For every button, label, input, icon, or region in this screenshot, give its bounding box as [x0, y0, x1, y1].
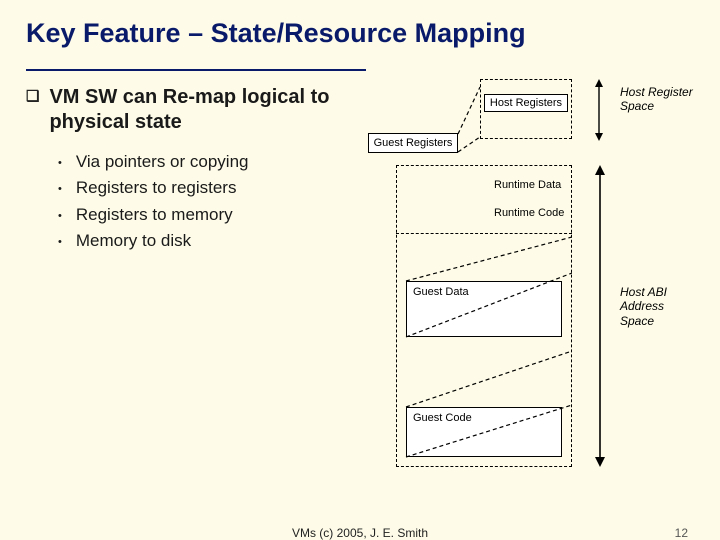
- list-item: • Registers to memory: [58, 202, 356, 228]
- sub-bullet-text: Via pointers or copying: [76, 149, 249, 175]
- copyright-text: VMs (c) 2005, J. E. Smith: [292, 526, 428, 540]
- sub-bullet-list: • Via pointers or copying • Registers to…: [58, 149, 356, 254]
- slide-title: Key Feature – State/Resource Mapping: [26, 18, 694, 59]
- dot-bullet-icon: •: [58, 155, 62, 172]
- runtime-code-label: Runtime Code: [494, 207, 564, 219]
- text-column: ❑ VM SW can Re-map logical to physical s…: [26, 85, 356, 485]
- mapping-lines-code: [396, 345, 572, 465]
- main-bullet: ❑ VM SW can Re-map logical to physical s…: [26, 85, 356, 135]
- dot-bullet-icon: •: [58, 181, 62, 198]
- runtime-data-label: Runtime Data: [494, 179, 561, 191]
- abi-space-arrow-icon: [592, 165, 608, 467]
- sub-bullet-text: Registers to memory: [76, 202, 233, 228]
- mapping-lines-data: [396, 233, 572, 343]
- dot-bullet-icon: •: [58, 208, 62, 225]
- slide: Key Feature – State/Resource Mapping ❑ V…: [0, 0, 720, 540]
- square-bullet-icon: ❑: [26, 88, 39, 107]
- host-register-space-label: Host Register Space: [620, 85, 700, 114]
- sub-bullet-text: Memory to disk: [76, 228, 191, 254]
- list-item: • Via pointers or copying: [58, 149, 356, 175]
- host-abi-space-label: Host ABI Address Space: [620, 285, 700, 328]
- title-underline: [26, 69, 366, 71]
- content-row: ❑ VM SW can Re-map logical to physical s…: [26, 85, 694, 485]
- mapping-lines-top: [364, 79, 584, 159]
- sub-bullet-text: Registers to registers: [76, 175, 237, 201]
- list-item: • Registers to registers: [58, 175, 356, 201]
- diagram: Host Registers Guest Registers Host Regi…: [364, 85, 694, 485]
- page-number: 12: [675, 526, 688, 540]
- list-item: • Memory to disk: [58, 228, 356, 254]
- main-bullet-text: VM SW can Re-map logical to physical sta…: [49, 85, 356, 135]
- dot-bullet-icon: •: [58, 234, 62, 251]
- register-space-arrow-icon: [592, 79, 606, 141]
